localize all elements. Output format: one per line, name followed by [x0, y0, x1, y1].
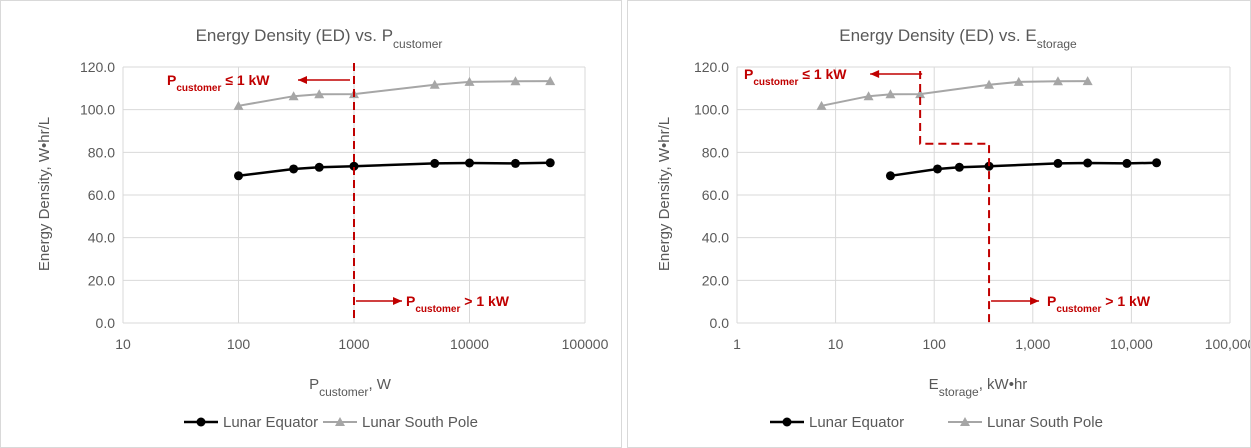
data-point-equator	[932, 164, 942, 174]
legend-marker-south-pole	[960, 417, 970, 426]
data-point-equator	[314, 162, 324, 172]
data-point-south-pole	[510, 76, 521, 86]
legend: Lunar Equator Lunar South Pole	[770, 414, 1103, 431]
x-tick-label: 1	[733, 336, 741, 352]
y-tick-label: 20.0	[702, 272, 729, 288]
data-point-equator	[349, 161, 359, 171]
data-point-south-pole	[1013, 76, 1024, 86]
chart-storage: Energy Density (ED) vs. Estorage Estorag…	[656, 26, 1250, 431]
arrow-high-head	[1030, 297, 1040, 305]
y-tick-label: 120.0	[80, 59, 115, 75]
data-point-south-pole	[233, 100, 244, 110]
data-point-south-pole	[816, 100, 827, 110]
legend-label-south-pole: Lunar South Pole	[987, 414, 1103, 431]
data-point-equator	[465, 158, 474, 168]
series-line-south-pole	[238, 80, 551, 107]
chart-power: Energy Density (ED) vs. Pcustomer Pcusto…	[36, 26, 609, 431]
x-tick-label: 10,000	[1110, 336, 1153, 352]
data-point-south-pole	[545, 76, 556, 86]
y-tick-label: 20.0	[88, 272, 115, 288]
data-point-south-pole	[1052, 76, 1063, 86]
data-point-equator	[510, 158, 520, 168]
legend-label-south-pole: Lunar South Pole	[362, 414, 478, 431]
arrow-low-head	[298, 76, 307, 84]
y-tick-label: 120.0	[694, 59, 729, 75]
y-axis-label: Energy Density, W•hr/L	[656, 117, 673, 271]
y-tick-label: 80.0	[88, 144, 115, 160]
x-tick-label: 100	[923, 336, 947, 352]
data-point-south-pole	[915, 89, 926, 99]
legend-marker-equator	[196, 417, 206, 427]
data-point-equator	[545, 158, 555, 168]
y-tick-label: 40.0	[88, 230, 115, 246]
x-tick-label: 100000	[562, 336, 609, 352]
series-line-equator	[890, 161, 1157, 178]
chart-title: Energy Density (ED) vs. Pcustomer	[196, 26, 443, 51]
data-point-south-pole	[429, 79, 440, 89]
x-tick-label: 100,000	[1205, 336, 1250, 352]
y-tick-label: 0.0	[96, 315, 116, 331]
x-tick-label: 10000	[450, 336, 489, 352]
data-point-south-pole	[288, 91, 299, 101]
y-tick-label: 40.0	[702, 230, 729, 246]
data-point-south-pole	[984, 79, 995, 89]
data-point-equator	[954, 162, 964, 172]
arrow-low-head	[870, 70, 880, 78]
y-tick-label: 100.0	[694, 102, 729, 118]
x-axis-label: Pcustomer, W	[309, 376, 392, 399]
data-point-south-pole	[464, 76, 475, 86]
data-point-south-pole	[1082, 76, 1093, 86]
threshold-line	[919, 71, 991, 323]
y-tick-label: 60.0	[702, 187, 729, 203]
x-tick-label: 100	[227, 336, 251, 352]
y-tick-label: 100.0	[80, 102, 115, 118]
legend-marker-equator	[782, 417, 792, 427]
chart-title: Energy Density (ED) vs. Estorage	[839, 26, 1077, 51]
y-tick-label: 60.0	[88, 187, 115, 203]
data-point-equator	[430, 158, 440, 168]
x-tick-label: 1000	[338, 336, 369, 352]
legend-label-equator: Lunar Equator	[809, 414, 904, 431]
chart-panel-power: Energy Density (ED) vs. Pcustomer Pcusto…	[0, 0, 622, 448]
legend-marker-south-pole	[335, 417, 345, 426]
data-point-equator	[234, 171, 243, 181]
data-point-equator	[1053, 158, 1063, 168]
annotation-low: Pcustomer ≤ 1 kW	[167, 72, 270, 94]
data-point-south-pole	[314, 89, 325, 99]
data-point-south-pole	[885, 89, 896, 99]
data-point-equator	[1083, 158, 1093, 168]
data-point-equator	[289, 164, 299, 174]
x-tick-label: 1,000	[1015, 336, 1050, 352]
data-point-south-pole	[863, 91, 874, 101]
series-line-south-pole	[821, 80, 1088, 107]
legend-label-equator: Lunar Equator	[223, 414, 318, 431]
y-tick-label: 0.0	[710, 315, 730, 331]
chart-panel-storage: Energy Density (ED) vs. Estorage Estorag…	[627, 0, 1251, 448]
y-tick-label: 80.0	[702, 144, 729, 160]
annotation-high: Pcustomer > 1 kW	[1047, 293, 1151, 315]
data-point-equator	[1122, 158, 1132, 168]
x-tick-label: 10	[115, 336, 131, 352]
x-axis-label: Estorage, kW•hr	[929, 376, 1028, 399]
data-point-equator	[984, 161, 994, 171]
legend: Lunar Equator Lunar South Pole	[184, 414, 478, 431]
arrow-high-head	[393, 297, 402, 305]
annotation-high: Pcustomer > 1 kW	[406, 293, 510, 315]
annotation-low: Pcustomer ≤ 1 kW	[744, 66, 847, 88]
data-point-equator	[885, 171, 895, 181]
series-line-equator	[238, 161, 551, 178]
y-axis-label: Energy Density, W•hr/L	[36, 117, 53, 271]
x-tick-label: 10	[828, 336, 844, 352]
data-point-equator	[1152, 158, 1162, 168]
